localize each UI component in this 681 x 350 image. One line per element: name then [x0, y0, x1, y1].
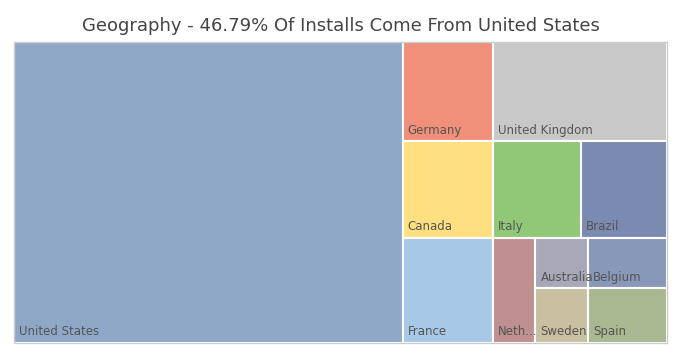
Text: Spain: Spain	[593, 326, 626, 338]
FancyBboxPatch shape	[14, 42, 402, 343]
FancyBboxPatch shape	[493, 238, 535, 343]
FancyBboxPatch shape	[581, 141, 667, 238]
FancyBboxPatch shape	[535, 288, 588, 343]
Text: Sweden: Sweden	[541, 326, 587, 338]
FancyBboxPatch shape	[402, 238, 493, 343]
Text: Italy: Italy	[498, 220, 524, 233]
FancyBboxPatch shape	[588, 288, 667, 343]
Text: Australia: Australia	[541, 271, 593, 284]
Text: Canada: Canada	[408, 220, 453, 233]
Text: United States: United States	[19, 326, 99, 338]
FancyBboxPatch shape	[402, 42, 493, 141]
Text: France: France	[408, 326, 447, 338]
Title: Geography - 46.79% Of Installs Come From United States: Geography - 46.79% Of Installs Come From…	[82, 17, 599, 35]
Text: Neth...: Neth...	[498, 326, 537, 338]
Text: Germany: Germany	[408, 124, 462, 137]
FancyBboxPatch shape	[402, 141, 493, 238]
Text: Brazil: Brazil	[586, 220, 620, 233]
Text: Belgium: Belgium	[593, 271, 642, 284]
FancyBboxPatch shape	[588, 238, 667, 288]
FancyBboxPatch shape	[535, 238, 588, 288]
FancyBboxPatch shape	[493, 42, 667, 141]
Text: United Kingdom: United Kingdom	[498, 124, 592, 137]
FancyBboxPatch shape	[493, 141, 581, 238]
